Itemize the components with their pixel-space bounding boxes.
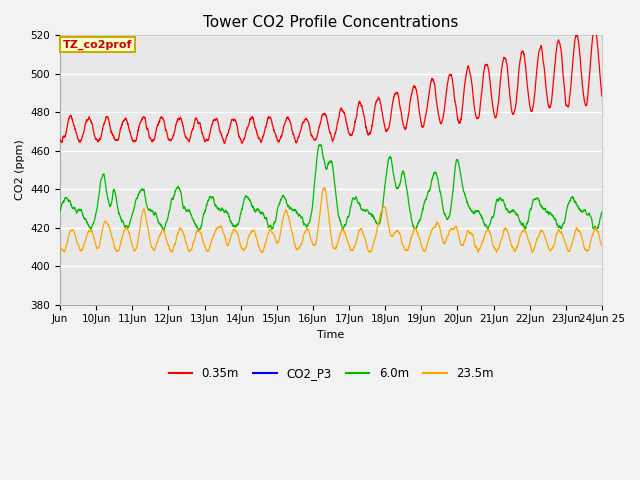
Y-axis label: CO2 (ppm): CO2 (ppm)	[15, 140, 25, 200]
Text: TZ_co2prof: TZ_co2prof	[63, 39, 132, 50]
Legend: 0.35m, CO2_P3, 6.0m, 23.5m: 0.35m, CO2_P3, 6.0m, 23.5m	[164, 362, 498, 385]
X-axis label: Time: Time	[317, 330, 344, 340]
Title: Tower CO2 Profile Concentrations: Tower CO2 Profile Concentrations	[204, 15, 459, 30]
